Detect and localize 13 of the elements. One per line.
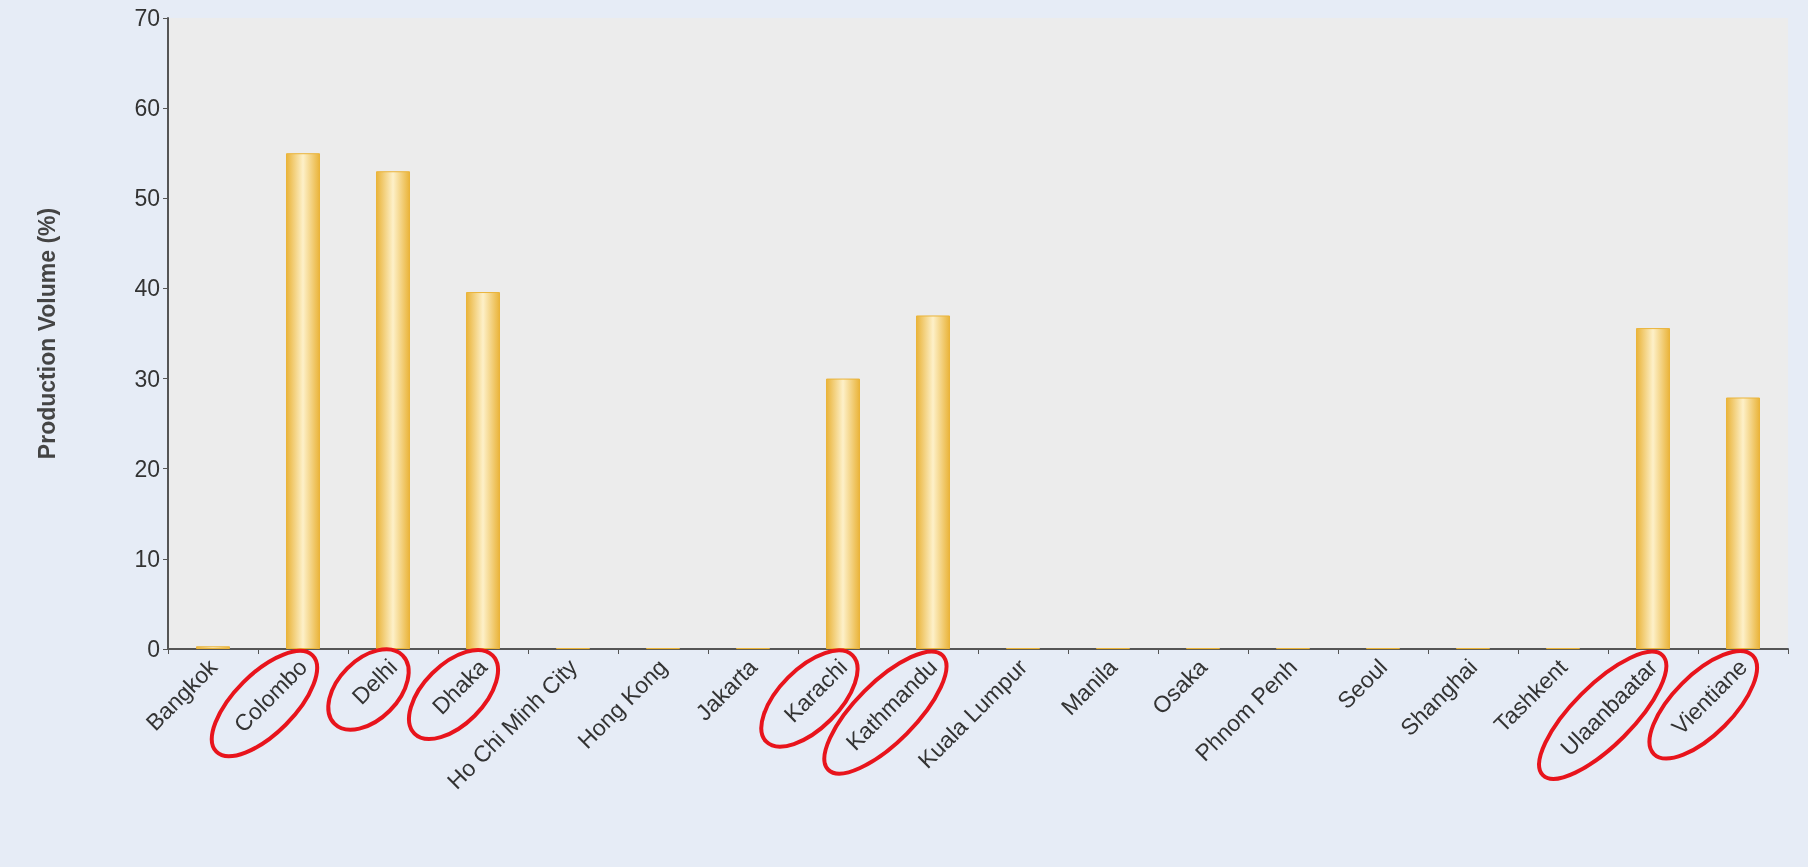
y-tick-label: 20 — [134, 455, 160, 482]
bar — [286, 153, 320, 649]
y-tick-label: 40 — [134, 275, 160, 302]
y-tick-label: 70 — [134, 5, 160, 31]
bar — [916, 315, 950, 649]
y-tick-label: 10 — [134, 545, 160, 572]
y-tick-label: 50 — [134, 185, 160, 212]
y-tick-label: 30 — [134, 365, 160, 392]
y-tick-label: 60 — [134, 95, 160, 122]
bar — [1636, 328, 1670, 649]
y-axis-title: Production Volume (%) — [33, 207, 60, 460]
bar — [1726, 397, 1760, 649]
y-tick-label: 0 — [147, 636, 160, 662]
